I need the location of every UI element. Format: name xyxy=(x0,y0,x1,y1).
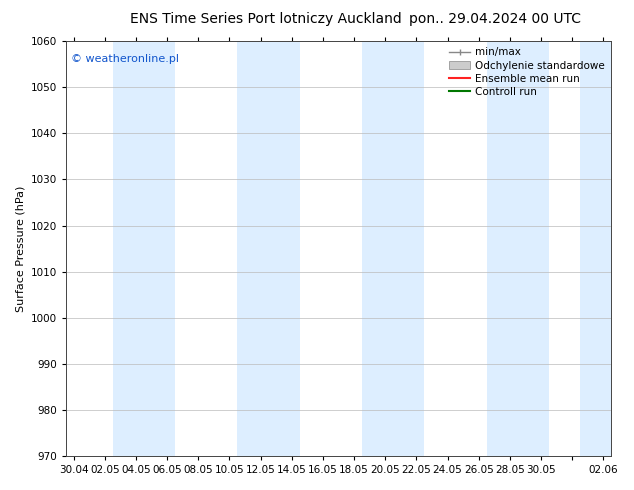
Y-axis label: Surface Pressure (hPa): Surface Pressure (hPa) xyxy=(15,185,25,312)
Legend: min/max, Odchylenie standardowe, Ensemble mean run, Controll run: min/max, Odchylenie standardowe, Ensembl… xyxy=(446,44,608,100)
Text: pon.. 29.04.2024 00 UTC: pon.. 29.04.2024 00 UTC xyxy=(408,12,581,26)
Bar xyxy=(486,41,518,456)
Text: ENS Time Series Port lotniczy Auckland: ENS Time Series Port lotniczy Auckland xyxy=(131,12,402,26)
Bar xyxy=(393,41,424,456)
Bar xyxy=(144,41,175,456)
Bar xyxy=(580,41,611,456)
Bar xyxy=(113,41,144,456)
Bar xyxy=(237,41,268,456)
Text: © weatheronline.pl: © weatheronline.pl xyxy=(71,54,179,64)
Bar xyxy=(268,41,299,456)
Bar xyxy=(518,41,549,456)
Bar xyxy=(362,41,393,456)
